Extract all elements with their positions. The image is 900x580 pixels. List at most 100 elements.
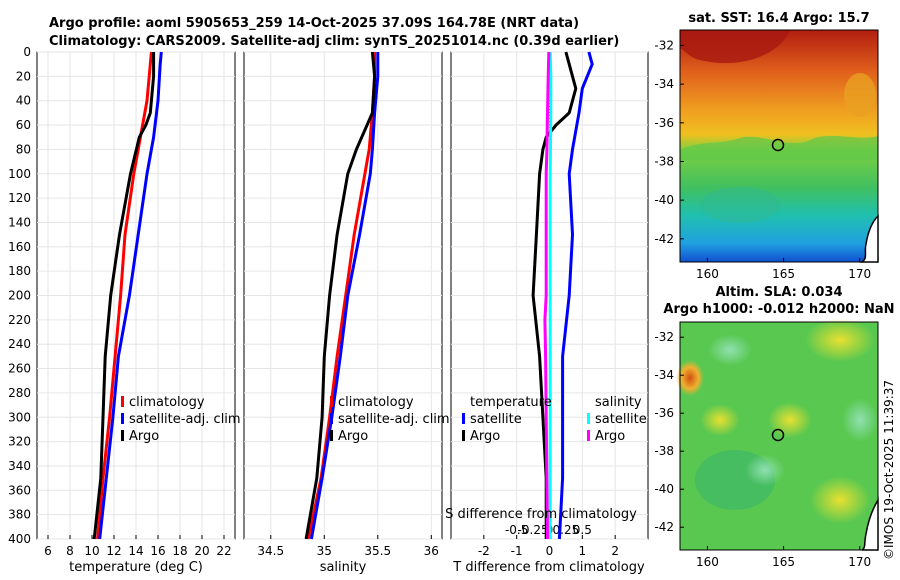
y-tick-label: 180 [8, 264, 31, 278]
legend-label-temp-argo: Argo [470, 429, 500, 444]
lat-tick-label: -32 [654, 330, 674, 344]
series-line-satellite-adj-clim [98, 51, 163, 540]
legend-swatch-argo [121, 430, 124, 441]
sst-map-frame [679, 29, 879, 263]
legend-swatch-sal-argo [587, 430, 590, 441]
salinity-tick-labels: 34.5 35 35.5 36 [257, 535, 439, 558]
salinity-grid [244, 51, 442, 540]
x-tick-label: 12 [106, 544, 121, 558]
y-tick-label: 40 [16, 94, 31, 108]
coastline [861, 497, 879, 551]
lat-tick-label: -36 [654, 116, 674, 130]
sla-yellow-blob [805, 318, 875, 362]
x-tick-label: 34.5 [257, 544, 284, 558]
legend-label-temp-satellite: satellite [470, 412, 522, 427]
y-tick-label: 80 [16, 142, 31, 156]
legend-label-argo: Argo [129, 429, 159, 444]
y-tick-label: 400 [8, 532, 31, 546]
sla-map-panel: Altim. SLA: 0.034 Argo h1000: -0.012 h20… [654, 285, 894, 569]
x-tick-label: 8 [66, 544, 74, 558]
lon-tick-label: 165 [772, 267, 795, 281]
temperature-xlabel: temperature (deg C) [69, 560, 203, 575]
lon-tick-label: 160 [696, 555, 719, 569]
y-tick-label: 340 [8, 459, 31, 473]
legend-swatch-argo [330, 430, 333, 441]
series-line-temperature-satellite [557, 51, 594, 540]
sla-warm-eddy [676, 360, 704, 396]
lat-tick-label: -34 [654, 368, 674, 382]
series-line-satellite-adj-clim [309, 52, 380, 540]
legend-swatch-satellite [121, 413, 124, 424]
x-tick-label: 6 [44, 544, 52, 558]
lon-tick-label: 160 [696, 267, 719, 281]
figure-title-line1: Argo profile: aoml 5905653_259 14-Oct-20… [49, 16, 579, 31]
lat-tick-label: -40 [654, 482, 674, 496]
lat-tick-label: -36 [654, 406, 674, 420]
legend-label-climatology: climatology [338, 395, 414, 410]
lon-tick-label: 170 [848, 267, 871, 281]
sla-yellow-blob [700, 404, 740, 436]
series-line-salinity-satellite [548, 51, 553, 539]
sst-warm-patch [680, 30, 790, 64]
legend-swatch-satellite [330, 413, 333, 424]
x-tick-label: -1 [511, 544, 523, 558]
sst-map-title: sat. SST: 16.4 Argo: 15.7 [688, 11, 869, 26]
y-tick-label: 140 [8, 215, 31, 229]
x-tick-label: 1 [579, 544, 587, 558]
series-line-salinity-argo [543, 51, 551, 540]
y-tick-label: 60 [16, 118, 31, 132]
pressure-tick-labels: 0 20 40 60 80 100 120 140 160 180 200 220 240 260 280 3… [8, 45, 31, 546]
legend-label-satellite: satellite-adj. clim [129, 412, 241, 427]
sla-map-ticks: -32 -34 -36 -38 -40 -42 160 165 170 [654, 330, 871, 569]
legend-swatch-temp-argo [462, 430, 465, 441]
x-tick-label: 14 [128, 544, 143, 558]
x-tick-label: 18 [172, 544, 187, 558]
x-tick-label: 16 [150, 544, 165, 558]
secondary-x-tick-label: -0.5 [505, 523, 528, 537]
y-tick-label: 260 [8, 362, 31, 376]
y-tick-label: 320 [8, 435, 31, 449]
figure-title-line2: Climatology: CARS2009. Satellite-adj cli… [49, 34, 619, 49]
sst-map-ticks: -32 -34 -36 -38 -40 -42 160 165 170 [654, 38, 871, 281]
imos-credit: ©IMOS 19-Oct-2025 11:39:37 [882, 380, 896, 560]
coastline [859, 214, 879, 263]
lat-tick-label: -38 [654, 154, 674, 168]
salinity-xlabel: salinity [320, 560, 367, 575]
legend-swatch-climatology [330, 396, 333, 407]
difference-series [531, 51, 594, 540]
legend-label-satellite: satellite-adj. clim [338, 412, 450, 427]
sst-map-panel: sat. SST: 16.4 Argo: 15.7 -32 -34 -36 -38 -4… [654, 11, 879, 281]
x-tick-label: 22 [216, 544, 231, 558]
series-line-argo [304, 51, 377, 540]
temperature-grid [37, 51, 235, 540]
temperature-tick-labels: 6 8 10 12 14 16 18 20 22 [44, 535, 232, 558]
x-tick-label: -2 [478, 544, 490, 558]
salinity-panel: 34.5 35 35.5 36 salinity climatology satell… [243, 51, 450, 575]
lon-tick-label: 170 [848, 555, 871, 569]
y-tick-label: 360 [8, 483, 31, 497]
salinity-series [304, 51, 380, 540]
secondary-x-tick-label: -0.25 [518, 523, 549, 537]
difference-xlabel: T difference from climatology [452, 560, 645, 575]
legend-swatch-sal-satellite [587, 413, 590, 424]
y-tick-label: 20 [16, 69, 31, 83]
lat-tick-label: -40 [654, 193, 674, 207]
lat-tick-label: -34 [654, 77, 674, 91]
legend-swatch-temp-satellite [462, 413, 465, 424]
salinity-legend: climatology satellite-adj. clim Argo [330, 395, 450, 444]
sst-warm-eddy [844, 73, 876, 117]
lon-tick-label: 165 [772, 555, 795, 569]
y-tick-label: 0 [23, 45, 31, 59]
secondary-x-tick-label: 0.5 [573, 523, 592, 537]
legend-label-climatology: climatology [129, 395, 205, 410]
y-tick-label: 160 [8, 240, 31, 254]
y-tick-label: 380 [8, 508, 31, 522]
x-tick-label: 36 [424, 544, 439, 558]
temperature-panel: 0 20 40 60 80 100 120 140 160 180 200 220 240 260 280 3… [8, 45, 241, 575]
x-tick-label: 35.5 [364, 544, 391, 558]
argo-float-marker [771, 428, 785, 442]
x-tick-label: 20 [194, 544, 209, 558]
x-tick-label: 0 [546, 544, 554, 558]
series-line-climatology [96, 51, 153, 540]
